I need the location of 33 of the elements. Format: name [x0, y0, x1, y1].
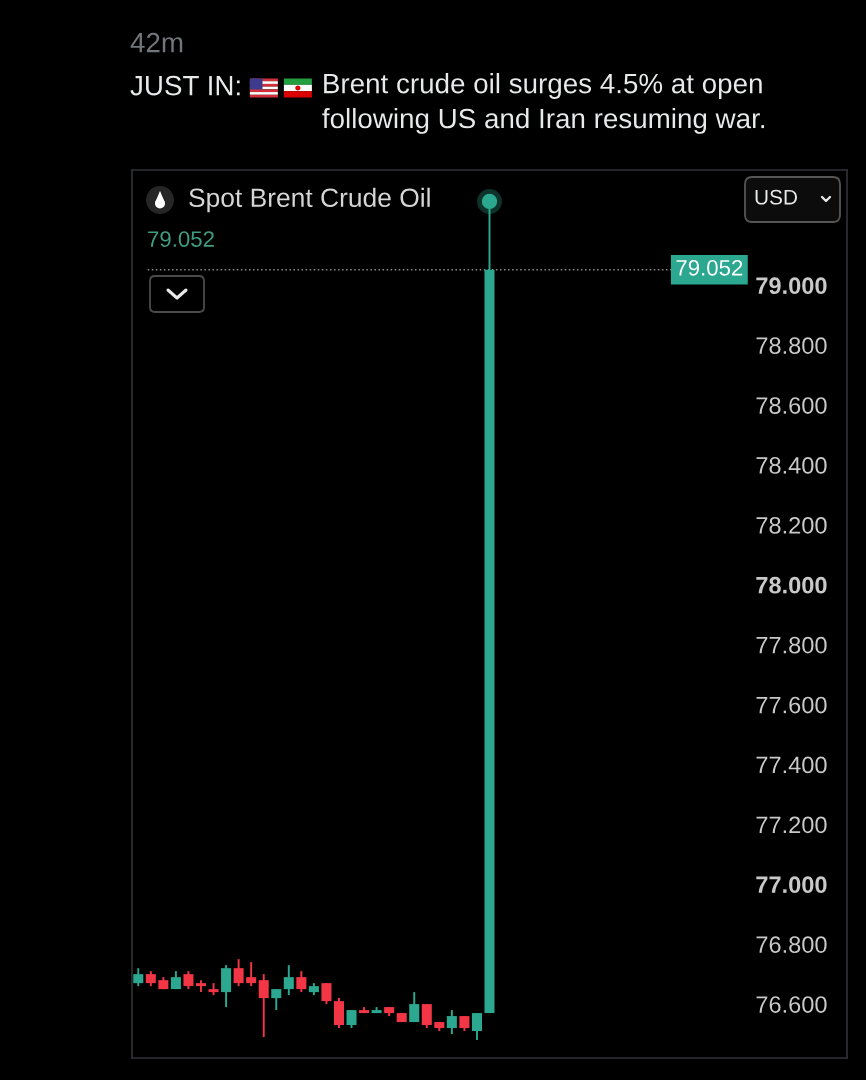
candlestick — [333, 997, 344, 1030]
annotation: USD — [755, 189, 797, 205]
candlestick — [321, 982, 332, 1006]
candlestick — [233, 958, 244, 988]
chart-title: Brent crude oil surges 4.5% at open following US and Iran resuming war. — [322, 73, 765, 134]
y-tick-label: 78.800 — [756, 337, 827, 354]
y-tick-label: 77.400 — [756, 756, 827, 774]
candlestick — [221, 964, 232, 1009]
candlestick — [283, 964, 294, 997]
candlestick — [471, 1012, 482, 1041]
y-tick-label: 76.600 — [756, 996, 827, 1013]
y-tick-label: 77.000 — [756, 876, 827, 894]
candlestick — [296, 970, 307, 994]
ref-line-label: 79.052 — [676, 259, 743, 276]
y-tick-label: 77.200 — [756, 816, 827, 834]
candlestick — [446, 1009, 457, 1036]
y-tick-label: 79.000 — [756, 277, 827, 295]
y-tick-label: 76.800 — [756, 936, 827, 953]
y-tick-label: 78.600 — [756, 397, 827, 414]
candlestick — [246, 961, 257, 988]
text: 42m — [130, 32, 183, 53]
annotation: 79.052 — [148, 231, 214, 247]
y-tick-label: 78.200 — [756, 516, 827, 534]
text: JUST IN: — [130, 75, 240, 96]
candlestick — [421, 1003, 432, 1030]
y-tick-label: 77.600 — [756, 696, 827, 714]
y-tick-label: 78.000 — [756, 576, 827, 594]
y-tick-label: 78.400 — [756, 457, 827, 474]
candlestick — [258, 973, 269, 1039]
candlestick — [409, 991, 420, 1024]
y-tick-label: 77.800 — [756, 636, 827, 654]
text: Spot Brent Crude Oil — [189, 187, 430, 213]
candlestick — [271, 988, 282, 1012]
